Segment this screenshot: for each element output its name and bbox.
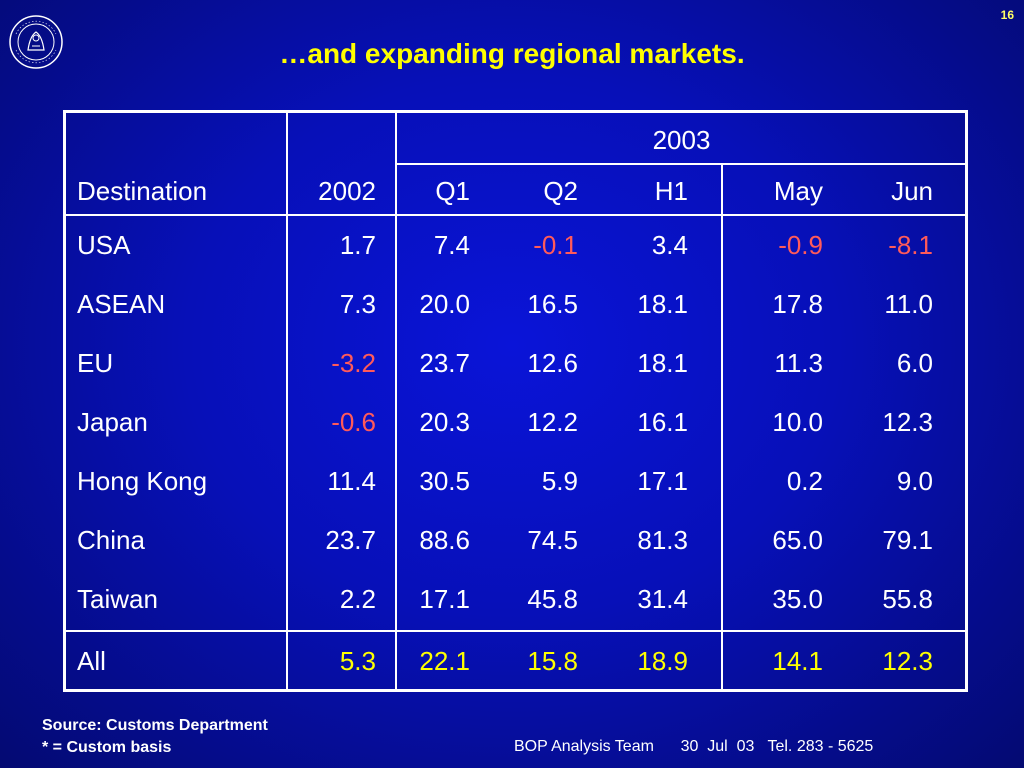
row-label: China (77, 525, 145, 555)
footer-team-info: BOP Analysis Team 30 Jul 03 Tel. 283 - 5… (514, 738, 874, 755)
table-cell: 10.0 (772, 407, 823, 437)
row-label: USA (77, 230, 131, 260)
table-cell: 23.7 (325, 525, 376, 555)
table-cell: 65.0 (772, 525, 823, 555)
table-cell: 16.1 (637, 407, 688, 437)
table-cell: 9.0 (896, 466, 933, 496)
table-cell: 30.5 (419, 466, 470, 496)
table-cell: 20.3 (419, 407, 470, 437)
table-cell: 2.2 (339, 584, 376, 614)
total-row-label: All (77, 646, 106, 676)
table-cell: 17.1 (419, 584, 470, 614)
table-divider (286, 113, 288, 689)
basis-note: * = Custom basis (42, 739, 172, 756)
table-cell: 7.4 (433, 230, 470, 260)
footer-notes: Source: Customs Department * = Custom ba… (42, 715, 268, 759)
table-cell: 5.9 (541, 466, 578, 496)
table-cell: 11.3 (774, 348, 823, 378)
table-cell: -0.6 (331, 407, 376, 437)
table-cell: 23.7 (419, 348, 470, 378)
slide-number: 16 (1000, 8, 1014, 22)
table-divider (395, 163, 965, 165)
table-cell: 20.0 (419, 289, 470, 319)
table-cell: 11.0 (884, 289, 933, 319)
table-cell: 16.5 (527, 289, 578, 319)
header-q2: Q2 (543, 176, 578, 206)
total-cell: 22.1 (419, 646, 470, 676)
table-cell: 7.3 (339, 289, 376, 319)
total-cell: 14.1 (772, 646, 823, 676)
table-cell: 18.1 (637, 289, 688, 319)
table-divider (721, 165, 723, 689)
table-cell: 1.7 (339, 230, 376, 260)
table-cell: 17.8 (772, 289, 823, 319)
page-title: …and expanding regional markets. (279, 38, 745, 69)
header-2002: 2002 (318, 176, 376, 206)
table-cell: 17.1 (637, 466, 688, 496)
row-label: Taiwan (77, 584, 158, 614)
table-cell: -8.1 (888, 230, 933, 260)
table-cell: 88.6 (419, 525, 470, 555)
row-label: ASEAN (77, 289, 166, 319)
total-cell: 12.3 (882, 646, 933, 676)
row-label: Hong Kong (77, 466, 208, 496)
table-cell: 74.5 (527, 525, 578, 555)
total-cell: 15.8 (527, 646, 578, 676)
row-label: EU (77, 348, 114, 378)
table-cell: 55.8 (882, 584, 933, 614)
header-q1: Q1 (435, 176, 470, 206)
header-h1: H1 (654, 176, 688, 206)
table-cell: 3.4 (651, 230, 688, 260)
table-cell: -3.2 (331, 348, 376, 378)
table-cell: 18.1 (637, 348, 688, 378)
header-may: May (773, 176, 823, 206)
table-divider (66, 630, 965, 632)
header-jun: Jun (891, 176, 933, 206)
header-destination: Destination (77, 176, 208, 206)
source-note: Source: Customs Department (42, 717, 268, 734)
total-cell: 5.3 (339, 646, 376, 676)
table-cell: 79.1 (882, 525, 933, 555)
table-cell: 12.3 (882, 407, 933, 437)
group-header-2003: 2003 (652, 125, 711, 155)
table-divider (66, 214, 965, 216)
table-cell: 11.4 (327, 466, 376, 496)
table-cell: 45.8 (527, 584, 578, 614)
table-cell: 12.6 (527, 348, 578, 378)
total-cell: 18.9 (637, 646, 688, 676)
table-cell: 6.0 (896, 348, 933, 378)
table-cell: 0.2 (786, 466, 823, 496)
row-label: Japan (77, 407, 148, 437)
table-cell: -0.1 (533, 230, 578, 260)
table-cell: -0.9 (778, 230, 823, 260)
table-cell: 12.2 (527, 407, 578, 437)
table-cell: 31.4 (637, 584, 688, 614)
table-divider (395, 113, 397, 689)
table-cell: 81.3 (637, 525, 688, 555)
data-table: 2003 Destination 2002 Q1 Q2 H1 May Jun U… (63, 110, 968, 692)
table-cell: 35.0 (772, 584, 823, 614)
bank-seal-icon (9, 15, 63, 69)
